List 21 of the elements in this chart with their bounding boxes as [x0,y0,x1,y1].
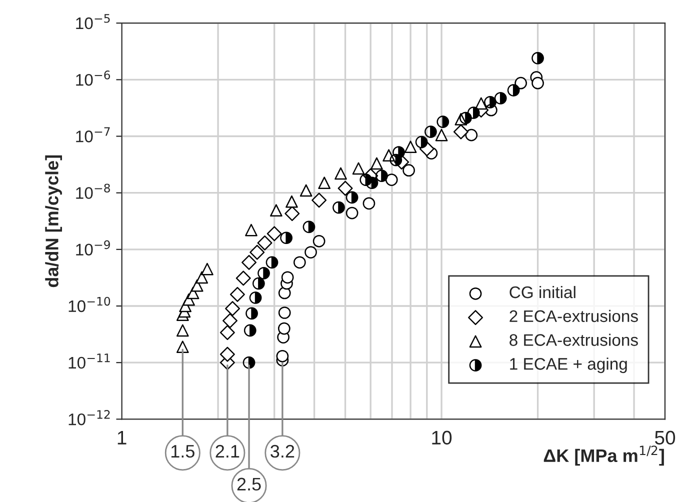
annotation: 2.5 [237,478,261,491]
y-tick-label: 10$^{−10}$ [68,296,110,312]
x-tick-label: 10 [432,430,452,445]
y-tick-label: 10$^{−5}$ [76,14,110,30]
legend-label: 1 ECAE + aging [510,358,627,374]
y-tick-label: 10$^{−11}$ [68,354,110,369]
annotation: 1.5 [171,445,194,458]
legend-label: 2 ECA-extrusions [510,310,638,322]
y-axis-title: da/dN [m/cycle] [45,155,62,288]
x-tick-label: 50 [654,430,676,445]
y-tick-label: 10$^{−12}$ [68,410,110,426]
legend-label: 8 ECA-extrusions [510,334,638,346]
x-tick-label: 1 [118,430,126,444]
annotation: 2.1 [216,444,240,458]
annotation: 3.2 [270,444,294,458]
y-tick-label: 10$^{−9}$ [76,240,110,256]
y-tick-label: 10$^{−7}$ [76,127,110,142]
x-axis-title: ΔK [MPa m$^{1/2}$] [544,446,664,466]
legend-label: CG initial [510,286,576,298]
y-tick-label: 10$^{−8}$ [76,184,110,199]
y-tick-label: 10$^{−6}$ [76,70,110,86]
